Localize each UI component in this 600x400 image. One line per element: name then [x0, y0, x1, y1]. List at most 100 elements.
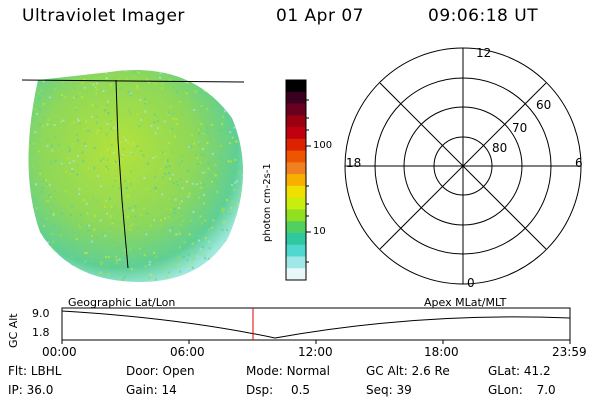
image-pixel	[153, 113, 156, 116]
image-pixel	[171, 127, 174, 130]
image-pixel	[122, 202, 125, 205]
image-pixel	[227, 251, 230, 254]
image-pixel	[208, 261, 211, 264]
image-pixel	[137, 71, 140, 74]
image-pixel	[195, 69, 198, 71]
image-pixel	[110, 238, 113, 241]
image-pixel	[174, 135, 176, 138]
image-pixel	[226, 229, 229, 232]
image-pixel	[40, 89, 42, 92]
image-pixel	[217, 274, 220, 277]
image-pixel	[203, 89, 206, 92]
image-pixel	[41, 272, 44, 275]
image-pixel	[77, 118, 79, 121]
image-pixel	[114, 180, 117, 182]
image-pixel	[52, 85, 55, 88]
image-pixel	[134, 117, 136, 120]
image-pixel	[41, 153, 43, 156]
image-pixel	[64, 190, 67, 192]
image-pixel	[211, 267, 214, 270]
image-pixel	[54, 159, 57, 162]
image-pixel	[50, 233, 53, 235]
image-pixel	[235, 266, 238, 269]
image-pixel	[136, 145, 138, 148]
image-pixel	[231, 136, 234, 139]
image-pixel	[200, 224, 203, 227]
image-pixel	[42, 161, 45, 164]
image-pixel	[159, 225, 162, 228]
image-pixel	[133, 148, 136, 150]
image-pixel	[68, 194, 71, 197]
image-pixel	[133, 76, 136, 79]
image-pixel	[168, 197, 170, 200]
image-pixel	[144, 98, 147, 101]
image-pixel	[175, 123, 178, 126]
colorbar-segment	[286, 80, 306, 93]
image-pixel	[63, 69, 66, 72]
image-pixel	[152, 198, 155, 200]
image-pixel	[35, 259, 38, 262]
image-pixel	[172, 173, 175, 176]
image-pixel	[79, 223, 82, 226]
colorbar-segment	[286, 162, 306, 175]
image-pixel	[189, 276, 192, 279]
image-pixel	[134, 202, 136, 205]
image-pixel	[39, 172, 42, 175]
image-pixel	[22, 92, 24, 94]
image-pixel	[79, 214, 82, 217]
image-pixel	[102, 262, 104, 265]
image-pixel	[201, 147, 204, 150]
image-pixel	[137, 284, 139, 286]
image-pixel	[227, 160, 230, 163]
image-pixel	[208, 265, 211, 268]
image-pixel	[98, 239, 101, 242]
image-pixel	[211, 66, 213, 68]
image-pixel	[162, 150, 165, 153]
image-pixel	[176, 216, 179, 219]
image-pixel	[95, 106, 98, 109]
mlt-label-12: 12	[476, 46, 492, 60]
image-pixel	[78, 91, 81, 94]
image-pixel	[148, 277, 151, 280]
image-pixel	[49, 160, 52, 163]
image-pixel	[52, 279, 55, 282]
timeline-xtick-2359: 23:59	[552, 345, 587, 359]
image-pixel	[32, 256, 35, 259]
image-pixel	[64, 271, 66, 274]
image-pixel	[53, 224, 56, 227]
image-pixel	[224, 101, 227, 104]
image-pixel	[215, 194, 218, 197]
image-pixel	[59, 97, 62, 100]
image-pixel	[229, 131, 232, 134]
image-pixel	[114, 262, 117, 265]
image-pixel	[46, 123, 49, 126]
image-pixel	[200, 76, 203, 79]
image-pixel	[53, 124, 56, 126]
image-pixel	[47, 200, 50, 202]
image-pixel	[224, 110, 226, 113]
image-pixel	[218, 69, 221, 71]
image-pixel	[81, 82, 84, 85]
image-pixel	[52, 69, 55, 72]
image-pixel	[115, 255, 118, 258]
image-pixel	[125, 139, 128, 142]
image-pixel	[216, 156, 219, 159]
image-pixel	[48, 184, 51, 187]
image-pixel	[164, 217, 166, 220]
image-pixel	[129, 92, 132, 95]
image-pixel	[129, 247, 132, 250]
image-pixel	[41, 207, 44, 209]
image-pixel	[191, 199, 194, 202]
image-pixel	[100, 152, 103, 155]
image-pixel	[169, 79, 172, 82]
image-pixel	[85, 126, 88, 129]
image-pixel	[105, 165, 108, 168]
image-pixel	[242, 239, 244, 242]
image-pixel	[177, 181, 180, 184]
image-pixel	[195, 65, 197, 67]
image-pixel	[204, 171, 207, 174]
image-pixel	[181, 155, 184, 158]
mlt-label-6: 6	[575, 156, 583, 170]
image-pixel	[181, 273, 184, 275]
timeline-right-title: Apex MLat/MLT	[424, 296, 507, 309]
